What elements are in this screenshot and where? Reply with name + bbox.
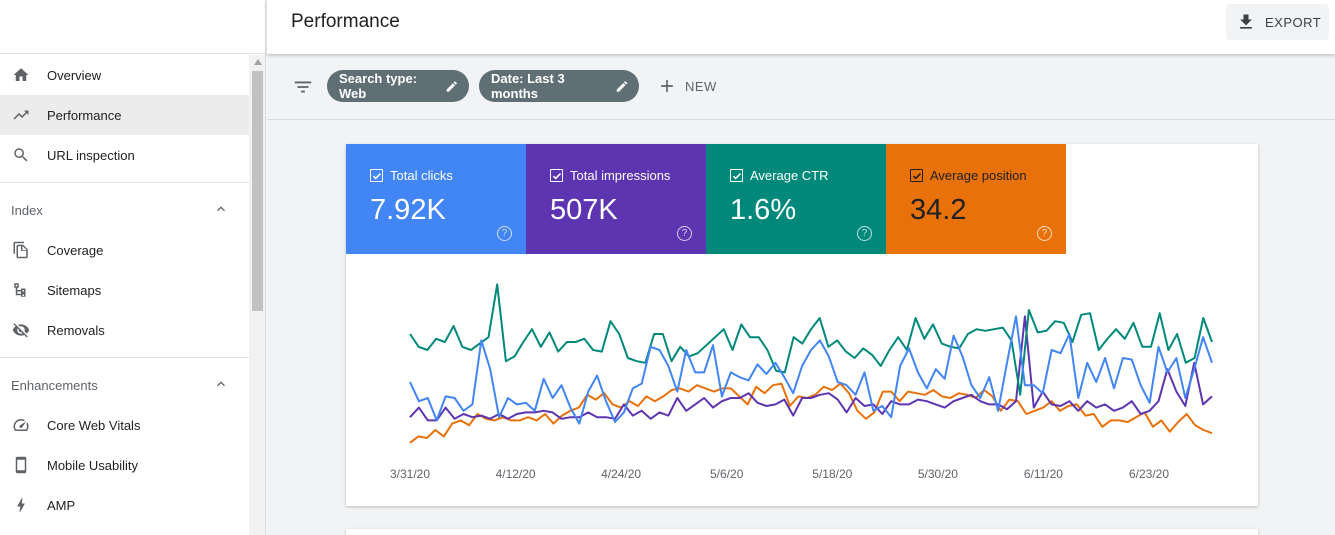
sidebar-item-core-web-vitals[interactable]: Core Web Vitals	[0, 405, 249, 445]
section-label: Index	[11, 202, 43, 218]
x-tick-label: 3/31/20	[390, 467, 430, 481]
x-tick-label: 4/24/20	[601, 467, 641, 481]
export-label: EXPORT	[1265, 14, 1322, 30]
x-tick-label: 5/30/20	[918, 467, 958, 481]
x-tick-label: 6/11/20	[1024, 467, 1063, 481]
section-label: Enhancements	[11, 377, 98, 393]
sidebar-item-sitemaps[interactable]: Sitemaps	[0, 270, 249, 310]
help-icon[interactable]: ?	[677, 226, 692, 241]
new-filter-button[interactable]: NEW	[657, 75, 717, 97]
checkbox-icon[interactable]	[370, 169, 383, 182]
sidebar-item-label: Coverage	[47, 242, 104, 258]
sidebar-item-label: Removals	[47, 322, 105, 338]
bolt-icon	[11, 495, 31, 515]
page-title: Performance	[291, 11, 400, 32]
sidebar-item-overview[interactable]: Overview	[0, 55, 249, 95]
sitemap-icon	[11, 280, 31, 300]
metric-label-row: Average position	[910, 168, 1027, 183]
sidebar-nav: Overview Performance URL inspection Inde…	[0, 55, 249, 525]
search-icon	[11, 145, 31, 165]
sidebar-item-performance[interactable]: Performance	[0, 95, 249, 135]
sidebar-item-mobile-usability[interactable]: Mobile Usability	[0, 445, 249, 485]
chevron-up-icon	[213, 376, 229, 395]
scrollbar-thumb[interactable]	[252, 71, 263, 311]
x-tick-label: 4/12/20	[496, 467, 536, 481]
metric-label-row: Total clicks	[370, 168, 453, 183]
metric-average-position[interactable]: Average position 34.2 ?	[886, 144, 1066, 254]
series-line-average-ctr	[409, 283, 1213, 396]
sidebar-divider	[0, 182, 249, 183]
metric-label: Average position	[930, 168, 1027, 183]
date-range-chip[interactable]: Date: Last 3 months	[479, 70, 639, 102]
metric-value: 34.2	[910, 194, 967, 226]
sidebar-header	[0, 0, 265, 54]
section-enhancements[interactable]: Enhancements	[0, 365, 249, 405]
home-icon	[11, 65, 31, 85]
sidebar-item-label: Core Web Vitals	[47, 417, 141, 433]
sidebar-item-label: Mobile Usability	[47, 457, 139, 473]
metric-value: 507K	[550, 194, 618, 226]
chip-label: Search type: Web	[339, 71, 418, 101]
trending-up-icon	[11, 105, 31, 125]
plus-icon	[661, 80, 673, 92]
search-type-chip[interactable]: Search type: Web	[327, 70, 469, 102]
chevron-up-icon	[213, 201, 229, 220]
performance-chart[interactable]: 3/31/20 4/12/20 4/24/20 5/6/20 5/18/20 5/30/2…	[346, 254, 1258, 506]
line-chart-svg: 3/31/20 4/12/20 4/24/20 5/6/20 5/18/20 5/30/2…	[390, 283, 1213, 481]
sidebar-item-url-inspection[interactable]: URL inspection	[0, 135, 249, 175]
sidebar-scrollbar[interactable]	[249, 55, 265, 535]
metric-label: Average CTR	[750, 168, 829, 183]
metric-total-impressions[interactable]: Total impressions 507K ?	[526, 144, 706, 254]
chip-label: Date: Last 3 months	[491, 71, 565, 101]
checkbox-icon[interactable]	[910, 169, 923, 182]
edit-icon	[616, 80, 628, 92]
sidebar: Overview Performance URL inspection Inde…	[0, 0, 266, 535]
smartphone-icon	[11, 455, 31, 475]
metric-value: 7.92K	[370, 194, 446, 226]
file-copy-icon	[11, 240, 31, 260]
queries-card	[346, 529, 1258, 535]
series-line-average-position	[409, 382, 1213, 444]
sidebar-item-label: URL inspection	[47, 147, 135, 163]
series-line-total-clicks	[409, 315, 1213, 425]
section-index[interactable]: Index	[0, 190, 249, 230]
metric-label: Total impressions	[570, 168, 671, 183]
checkbox-icon[interactable]	[730, 169, 743, 182]
export-button[interactable]: EXPORT	[1226, 4, 1329, 40]
scroll-up-arrow-icon[interactable]	[249, 55, 265, 69]
x-tick-label: 6/23/20	[1129, 467, 1169, 481]
download-icon	[1240, 14, 1252, 29]
sidebar-item-label: Overview	[47, 67, 102, 83]
metric-average-ctr[interactable]: Average CTR 1.6% ?	[706, 144, 886, 254]
sidebar-item-label: Sitemaps	[47, 282, 102, 298]
help-icon[interactable]: ?	[857, 226, 872, 241]
metric-label-row: Total impressions	[550, 168, 670, 183]
new-filter-label: NEW	[685, 78, 717, 94]
help-icon[interactable]: ?	[1037, 226, 1052, 241]
sidebar-item-label: AMP	[47, 497, 76, 513]
performance-card: Total clicks 7.92K ? Total impressions 5…	[346, 144, 1258, 506]
top-header: Performance EXPORT	[267, 0, 1335, 54]
sidebar-item-coverage[interactable]: Coverage	[0, 230, 249, 270]
help-icon[interactable]: ?	[497, 226, 512, 241]
metric-value: 1.6%	[730, 194, 797, 226]
x-tick-label: 5/18/20	[812, 467, 852, 481]
visibility-off-icon	[11, 320, 31, 340]
filter-bar: Search type: Web Date: Last 3 months NEW	[267, 54, 1335, 120]
series-line-total-impressions	[409, 315, 1213, 422]
x-tick-label: 5/6/20	[710, 467, 744, 481]
sidebar-item-label: Performance	[47, 107, 122, 123]
edit-icon	[447, 80, 458, 92]
metric-label-row: Average CTR	[730, 168, 829, 183]
sidebar-item-removals[interactable]: Removals	[0, 310, 249, 350]
metric-label: Total clicks	[390, 168, 453, 183]
sidebar-divider	[0, 357, 249, 358]
metric-total-clicks[interactable]: Total clicks 7.92K ?	[346, 144, 526, 254]
sidebar-item-amp[interactable]: AMP	[0, 485, 249, 525]
filter-list-icon[interactable]	[292, 76, 314, 98]
speedometer-icon	[11, 415, 31, 435]
checkbox-icon[interactable]	[550, 169, 563, 182]
